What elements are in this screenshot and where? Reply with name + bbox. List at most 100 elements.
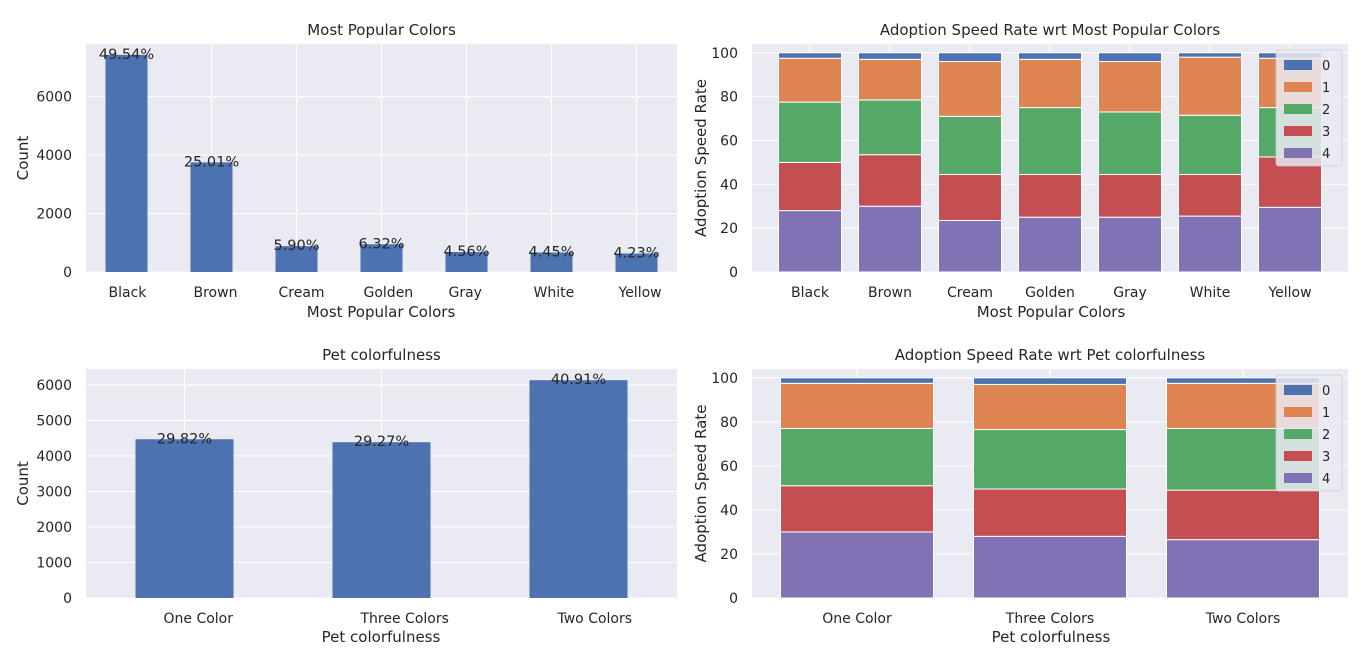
- bar-segment-4: [1166, 539, 1320, 599]
- legend-swatch: [1284, 104, 1312, 114]
- bar: [332, 442, 431, 598]
- y-axis-label: Count: [14, 461, 32, 506]
- legend-label: 1: [1322, 81, 1330, 96]
- y-tick-label: 40: [720, 503, 738, 519]
- bar: [530, 252, 573, 272]
- legend-label: 4: [1322, 472, 1330, 487]
- y-axis-label: Adoption Speed Rate: [692, 405, 710, 563]
- legend-label: 1: [1322, 406, 1330, 421]
- x-tick-label: Brown: [868, 285, 912, 301]
- bar-segment-2: [1098, 111, 1162, 175]
- y-tick-label: 20: [720, 221, 738, 237]
- x-tick-label: Cream: [279, 285, 325, 301]
- x-tick-label: Cream: [947, 285, 993, 301]
- bar-data-label: 4.23%: [613, 245, 659, 261]
- chart-title: Adoption Speed Rate wrt Most Popular Col…: [880, 21, 1221, 39]
- bar-segment-4: [780, 531, 934, 599]
- bar: [360, 244, 403, 272]
- legend-label: 2: [1322, 428, 1330, 443]
- bar-segment-4: [778, 210, 842, 273]
- y-tick-label: 1000: [36, 555, 72, 571]
- bar-segment-1: [858, 58, 922, 101]
- y-tick-label: 20: [720, 547, 738, 563]
- x-tick-label: Two Colors: [1205, 611, 1281, 627]
- y-tick-label: 80: [720, 90, 738, 106]
- x-tick-label: Gray: [1113, 285, 1146, 301]
- x-tick-label: One Color: [164, 611, 234, 627]
- bar-segment-2: [1178, 114, 1242, 175]
- legend: 0 1 2 3 4: [1275, 374, 1343, 492]
- y-tick-label: 60: [720, 133, 738, 149]
- y-tick-label: 0: [729, 265, 738, 281]
- bar-segment-4: [938, 219, 1002, 273]
- bar-data-label: 29.27%: [354, 434, 409, 450]
- bar-segment-3: [1178, 173, 1242, 217]
- bar-data-label: 25.01%: [184, 154, 239, 170]
- legend-swatch: [1284, 451, 1312, 461]
- x-tick-label: Gray: [449, 285, 482, 301]
- bar-segment-2: [938, 115, 1002, 175]
- bar: [190, 162, 233, 272]
- chart-panel-4: 0 20 40 60 80 100 One Color Three Colors Two Col…: [692, 346, 1348, 646]
- bar-segment-3: [1166, 489, 1320, 541]
- legend-swatch: [1284, 407, 1312, 417]
- legend-swatch: [1284, 60, 1312, 70]
- bar-data-label: 6.32%: [358, 236, 404, 252]
- y-tick-label: 100: [711, 46, 738, 62]
- bar: [445, 252, 488, 272]
- y-tick-label: 100: [711, 371, 738, 387]
- bar-segment-4: [973, 535, 1127, 599]
- bar-segment-3: [780, 485, 934, 533]
- x-axis-label: Most Popular Colors: [307, 303, 456, 321]
- bar-segment-2: [1018, 107, 1082, 175]
- legend-label: 3: [1322, 450, 1330, 465]
- bar-segment-2: [973, 429, 1127, 490]
- x-tick-label: Three Colors: [1005, 611, 1094, 627]
- bar-segment-3: [1018, 173, 1082, 218]
- x-tick-label: Two Colors: [557, 611, 633, 627]
- bar-segment-4: [1178, 215, 1242, 273]
- x-tick-label: One Color: [822, 611, 892, 627]
- y-axis-label: Adoption Speed Rate: [692, 79, 710, 237]
- bar-segment-4: [858, 205, 922, 273]
- y-axis-label: Count: [14, 136, 32, 181]
- legend-label: 2: [1322, 103, 1330, 118]
- bar-segment-0: [973, 377, 1127, 385]
- x-tick-label: Yellow: [618, 285, 662, 301]
- x-axis-label: Pet colorfulness: [322, 628, 441, 646]
- legend-swatch: [1284, 429, 1312, 439]
- bar-segment-3: [858, 154, 922, 207]
- y-tick-label: 2000: [36, 520, 72, 536]
- x-tick-label: White: [534, 285, 575, 301]
- legend-swatch: [1284, 473, 1312, 483]
- bar-segment-3: [938, 173, 1002, 221]
- bar-segment-2: [778, 101, 842, 163]
- bar: [135, 439, 234, 598]
- bar-data-label: 4.45%: [528, 245, 574, 261]
- legend-label: 0: [1322, 384, 1330, 399]
- x-tick-label: Yellow: [1267, 285, 1311, 301]
- y-tick-label: 80: [720, 415, 738, 431]
- legend-swatch: [1284, 385, 1312, 395]
- y-tick-label: 40: [720, 177, 738, 193]
- y-tick-label: 4000: [36, 148, 72, 164]
- legend-label: 4: [1322, 147, 1330, 162]
- legend-swatch: [1284, 82, 1312, 92]
- chart-panel-3: 0 1000 2000 3000 4000 5000 6000 29.82% 29.27% 40.…: [14, 346, 677, 646]
- y-tick-label: 0: [63, 591, 72, 607]
- x-tick-label: Golden: [1025, 285, 1075, 301]
- y-tick-label: 60: [720, 459, 738, 475]
- legend: 0 1 2 3 4: [1275, 49, 1343, 167]
- x-tick-label: Black: [109, 285, 148, 301]
- legend-label: 0: [1322, 59, 1330, 74]
- y-tick-label: 3000: [36, 484, 72, 500]
- bar: [615, 253, 658, 272]
- x-axis-label: Most Popular Colors: [977, 303, 1126, 321]
- chart-title: Most Popular Colors: [307, 21, 456, 39]
- x-axis-label: Pet colorfulness: [992, 628, 1111, 646]
- bar-segment-3: [1098, 173, 1162, 218]
- legend-swatch: [1284, 148, 1312, 158]
- bar-segment-1: [938, 61, 1002, 117]
